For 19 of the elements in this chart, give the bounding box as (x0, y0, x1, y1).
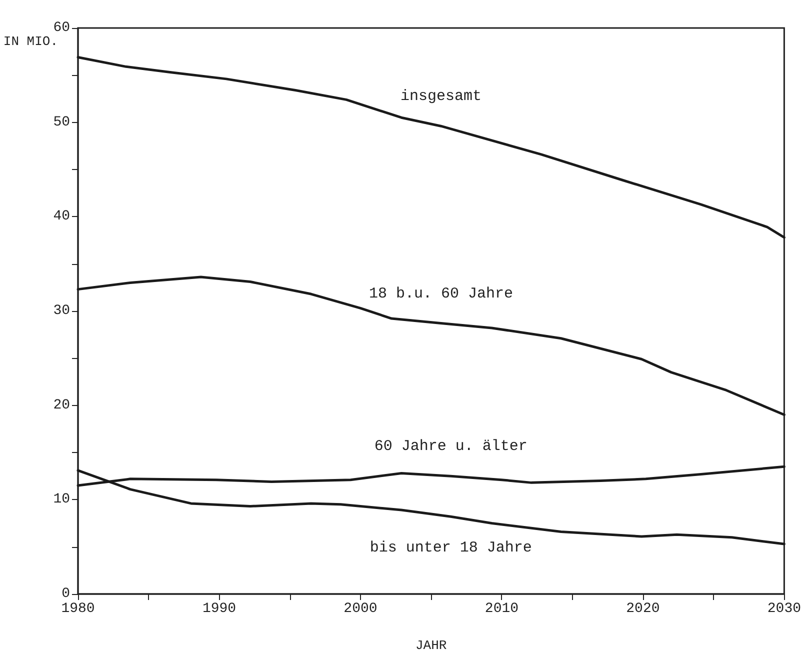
x-tick-label: 2000 (344, 601, 378, 617)
x-axis-title: JAHR (415, 638, 447, 653)
y-tick-label: 40 (53, 208, 70, 225)
y-axis-title: IN MIO. (3, 34, 58, 49)
y-tick-label: 60 (53, 20, 70, 36)
x-tick-label: 1980 (61, 601, 95, 617)
x-tick-label: 2020 (626, 601, 660, 617)
series-label: 60 Jahre u. älter (374, 438, 528, 456)
y-tick-label: 50 (53, 114, 70, 130)
series-label: 18 b.u. 60 Jahre (368, 285, 513, 302)
y-tick-label: 20 (53, 397, 70, 414)
y-tick-label: 0 (62, 586, 70, 602)
x-tick-label: 1990 (202, 601, 236, 617)
x-tick-label: 2030 (767, 601, 801, 617)
x-tick-label: 2010 (484, 601, 519, 617)
y-tick-label: 30 (53, 303, 70, 319)
series-label: insgesamt (400, 88, 482, 106)
series-label: bis unter 18 Jahre (370, 540, 532, 557)
y-tick-label: 10 (53, 492, 70, 508)
